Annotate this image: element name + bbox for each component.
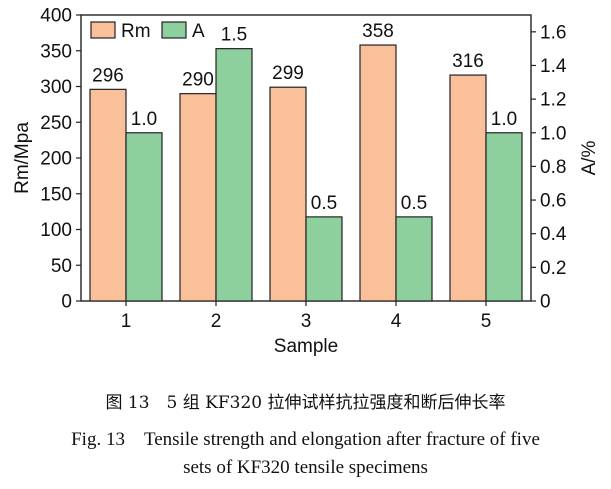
figure-caption-english-line2: sets of KF320 tensile specimens [183, 457, 428, 478]
right-axis-tick-label: 0 [540, 292, 551, 313]
x-axis-tick-label: 1 [121, 311, 132, 332]
data-label-rm: 290 [182, 70, 214, 91]
bar-rm [269, 86, 307, 302]
left-axis-tick-label: 100 [40, 220, 72, 241]
left-axis-tick-label: 250 [40, 113, 72, 134]
left-axis-tick-label: 300 [40, 77, 72, 98]
legend-swatch-a [161, 21, 187, 39]
legend-label-a: A [192, 21, 205, 42]
bar-a [395, 216, 433, 302]
data-label-a: 0.5 [311, 193, 337, 214]
right-axis-tick-label: 1.0 [540, 123, 566, 144]
x-axis-tick-label: 2 [211, 311, 222, 332]
bar-chart: 0 50 100 150 200 250 300 350 400 0 0.2 0.4 0.6 0.8 1.0… [12, 6, 600, 358]
bar-rm [449, 74, 487, 302]
right-axis-tick-label: 1.4 [540, 56, 567, 77]
right-axis-tick-label: 1.6 [540, 22, 566, 43]
bar-a [125, 132, 163, 302]
left-axis-tick-label: 50 [51, 256, 72, 277]
x-axis-tick-label: 4 [391, 311, 402, 332]
data-label-a: 1.5 [221, 25, 247, 46]
left-axis-tick-label: 350 [40, 41, 72, 62]
figure-caption-english-line1: Fig. 13 Tensile strength and elongation … [71, 429, 540, 450]
right-axis-tick-label: 0.2 [540, 258, 566, 279]
left-axis-tick-label: 0 [61, 292, 72, 313]
right-axis-tick-label: 0.6 [540, 191, 566, 212]
bar-rm [89, 88, 127, 302]
legend-swatch-rm [90, 21, 116, 39]
right-axis-tick-label: 0.4 [540, 224, 567, 245]
left-axis-tick-label: 150 [40, 184, 72, 205]
data-label-a: 1.0 [131, 109, 157, 130]
bar-rm [359, 44, 397, 302]
data-label-rm: 296 [92, 65, 124, 86]
right-axis-tick-label: 0.8 [540, 157, 566, 178]
figure-caption-english: Fig. 13 Tensile strength and elongation … [0, 426, 611, 482]
x-axis-tick-label: 5 [481, 311, 492, 332]
right-axis-label: A/% [579, 140, 600, 175]
data-label-rm: 299 [272, 63, 304, 84]
figure-caption-chinese: 图 13 5 组 KF320 拉伸试样抗拉强度和断后伸长率 [105, 393, 506, 413]
right-axis-tick-label: 1.2 [540, 90, 566, 111]
x-axis-tick-label: 3 [301, 311, 312, 332]
bar-a [485, 132, 523, 302]
bar-rm [179, 93, 217, 302]
x-axis-label: Sample [274, 336, 338, 357]
data-label-rm: 358 [362, 21, 394, 42]
bar-a [305, 216, 343, 302]
data-label-a: 0.5 [401, 193, 427, 214]
left-axis-tick-label: 400 [40, 6, 72, 27]
left-axis-label: Rm/Mpa [12, 122, 33, 194]
left-axis-tick-label: 200 [40, 149, 72, 170]
data-label-rm: 316 [452, 51, 484, 72]
bar-a [215, 48, 253, 302]
legend-label-rm: Rm [121, 21, 151, 42]
data-label-a: 1.0 [491, 109, 517, 130]
